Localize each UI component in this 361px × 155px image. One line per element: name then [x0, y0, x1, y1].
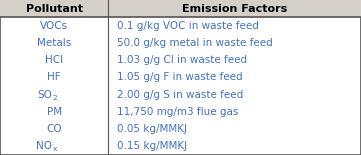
Text: 2.00 g/g S in waste feed: 2.00 g/g S in waste feed — [117, 90, 244, 100]
Text: SO: SO — [37, 90, 52, 100]
Text: Metals: Metals — [37, 38, 71, 48]
Text: VOCs: VOCs — [40, 21, 68, 31]
Text: Emission Factors: Emission Factors — [182, 4, 287, 14]
Text: 0.1 g/kg VOC in waste feed: 0.1 g/kg VOC in waste feed — [117, 21, 259, 31]
Text: 50.0 g/kg metal in waste feed: 50.0 g/kg metal in waste feed — [117, 38, 273, 48]
Bar — [0, 0, 361, 17]
Text: CO: CO — [46, 124, 62, 134]
Text: 1.05 g/g F in waste feed: 1.05 g/g F in waste feed — [117, 73, 243, 82]
Text: 0.15 kg/MMKJ: 0.15 kg/MMKJ — [117, 141, 187, 151]
Text: 0.05 kg/MMKJ: 0.05 kg/MMKJ — [117, 124, 187, 134]
Text: HF: HF — [47, 73, 61, 82]
Text: HCl: HCl — [45, 55, 63, 65]
Text: 11,750 mg/m3 flue gas: 11,750 mg/m3 flue gas — [117, 107, 239, 117]
Text: 1.03 g/g Cl in waste feed: 1.03 g/g Cl in waste feed — [117, 55, 247, 65]
Text: x: x — [52, 146, 57, 153]
Text: PM: PM — [47, 107, 62, 117]
Text: Pollutant: Pollutant — [26, 4, 83, 14]
Text: NO: NO — [36, 141, 52, 151]
Text: 2: 2 — [52, 95, 57, 101]
